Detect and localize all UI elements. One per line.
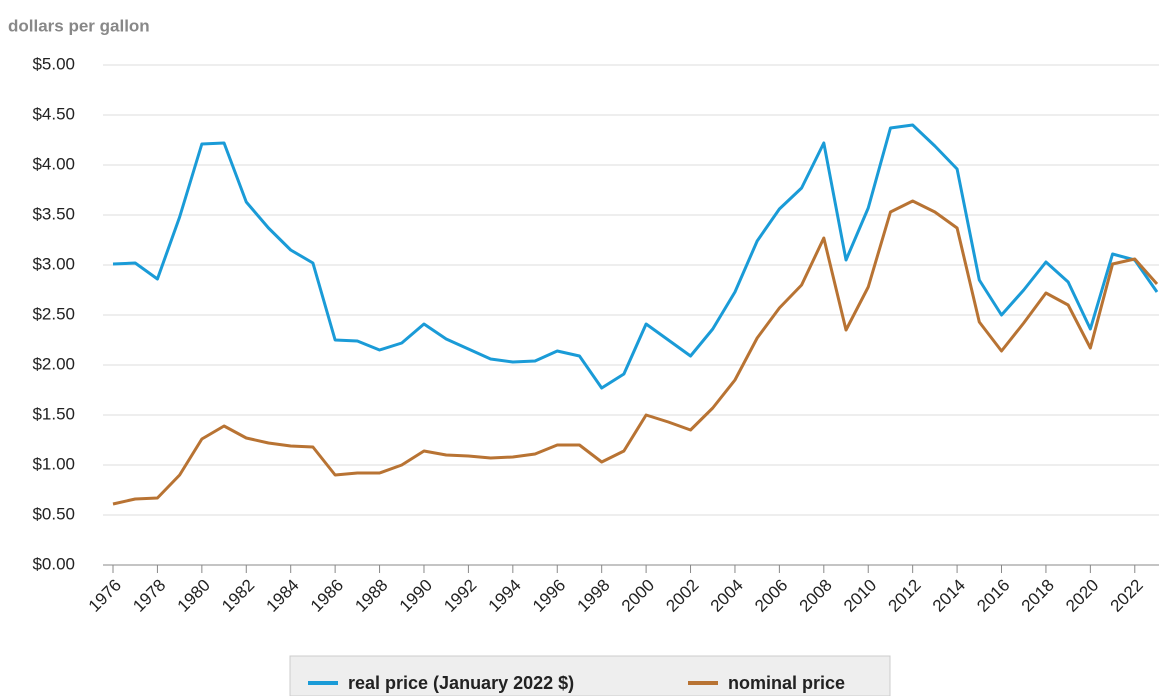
y-tick-label: $3.50 [32, 204, 75, 223]
legend-label: nominal price [728, 673, 845, 693]
x-tick-label: 1976 [85, 576, 125, 616]
x-tick-label: 1994 [485, 576, 525, 616]
y-tick-label: $1.50 [32, 404, 75, 423]
y-tick-label: $2.00 [32, 354, 75, 373]
x-tick-label: 2018 [1018, 576, 1058, 616]
x-tick-label: 2006 [751, 576, 791, 616]
x-tick-label: 1980 [174, 576, 214, 616]
legend-box [289, 655, 891, 696]
x-tick-label: 2012 [884, 576, 924, 616]
series-line [112, 123, 1159, 390]
x-tick-label: 1988 [351, 576, 391, 616]
x-tick-label: 2008 [796, 576, 836, 616]
y-tick-label: $4.00 [32, 154, 75, 173]
x-tick-label: 1996 [529, 576, 569, 616]
y-tick-label: $3.00 [32, 254, 75, 273]
x-tick-label: 2004 [707, 576, 747, 616]
x-tick-label: 2000 [618, 576, 658, 616]
y-tick-label: $2.50 [32, 304, 75, 323]
chart-title: dollars per gallon [8, 16, 150, 35]
x-tick-label: 1986 [307, 576, 347, 616]
x-tick-label: 1992 [440, 576, 480, 616]
y-tick-label: $1.00 [32, 454, 75, 473]
x-tick-label: 1978 [129, 576, 169, 616]
x-tick-label: 2016 [973, 576, 1013, 616]
y-tick-label: $5.00 [32, 54, 75, 73]
series-line [112, 199, 1159, 506]
y-tick-label: $0.50 [32, 504, 75, 523]
x-tick-label: 1998 [573, 576, 613, 616]
x-tick-label: 2022 [1107, 576, 1147, 616]
legend-label: real price (January 2022 $) [348, 673, 574, 693]
x-tick-label: 1990 [396, 576, 436, 616]
x-tick-label: 2002 [662, 576, 702, 616]
x-tick-label: 1984 [263, 576, 303, 616]
x-tick-label: 2020 [1062, 576, 1102, 616]
y-tick-label: $0.00 [32, 554, 75, 573]
x-tick-label: 1982 [218, 576, 258, 616]
y-tick-label: $4.50 [32, 104, 75, 123]
x-tick-label: 2014 [929, 576, 969, 616]
x-tick-label: 2010 [840, 576, 880, 616]
